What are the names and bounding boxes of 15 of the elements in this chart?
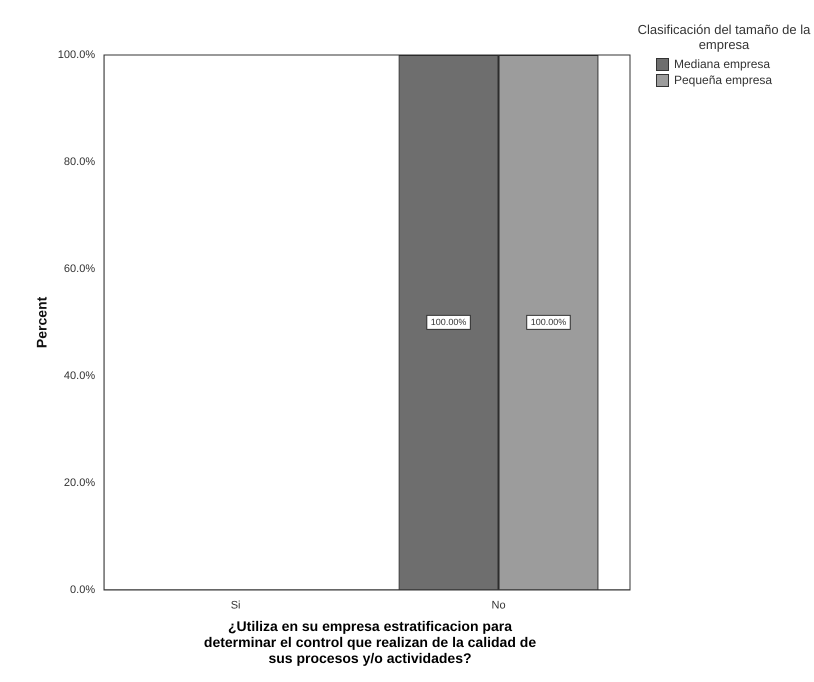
- y-axis-title: Percent: [33, 296, 50, 348]
- y-tick-label: 40.0%: [64, 370, 96, 382]
- y-tick-label: 20.0%: [64, 476, 96, 489]
- x-tick-label: No: [491, 599, 506, 612]
- legend-label: Mediana empresa: [674, 57, 770, 71]
- legend-title: Clasificación del tamaño de la empresa: [636, 22, 812, 52]
- data-label: 100.00%: [430, 316, 466, 327]
- y-tick-label: 60.0%: [64, 262, 96, 275]
- data-label: 100.00%: [530, 316, 566, 327]
- y-tick-label: 80.0%: [64, 156, 96, 168]
- x-tick-label: Si: [230, 599, 240, 612]
- y-tick-label: 0.0%: [70, 584, 96, 596]
- x-axis-title: ¿Utiliza en su empresa estratificacion para determinar el control que realizan de la calidad de sus procesos y/o actividades?: [202, 618, 538, 666]
- y-tick-label: 100.0%: [58, 49, 96, 62]
- legend-label: Pequeña empresa: [674, 73, 772, 87]
